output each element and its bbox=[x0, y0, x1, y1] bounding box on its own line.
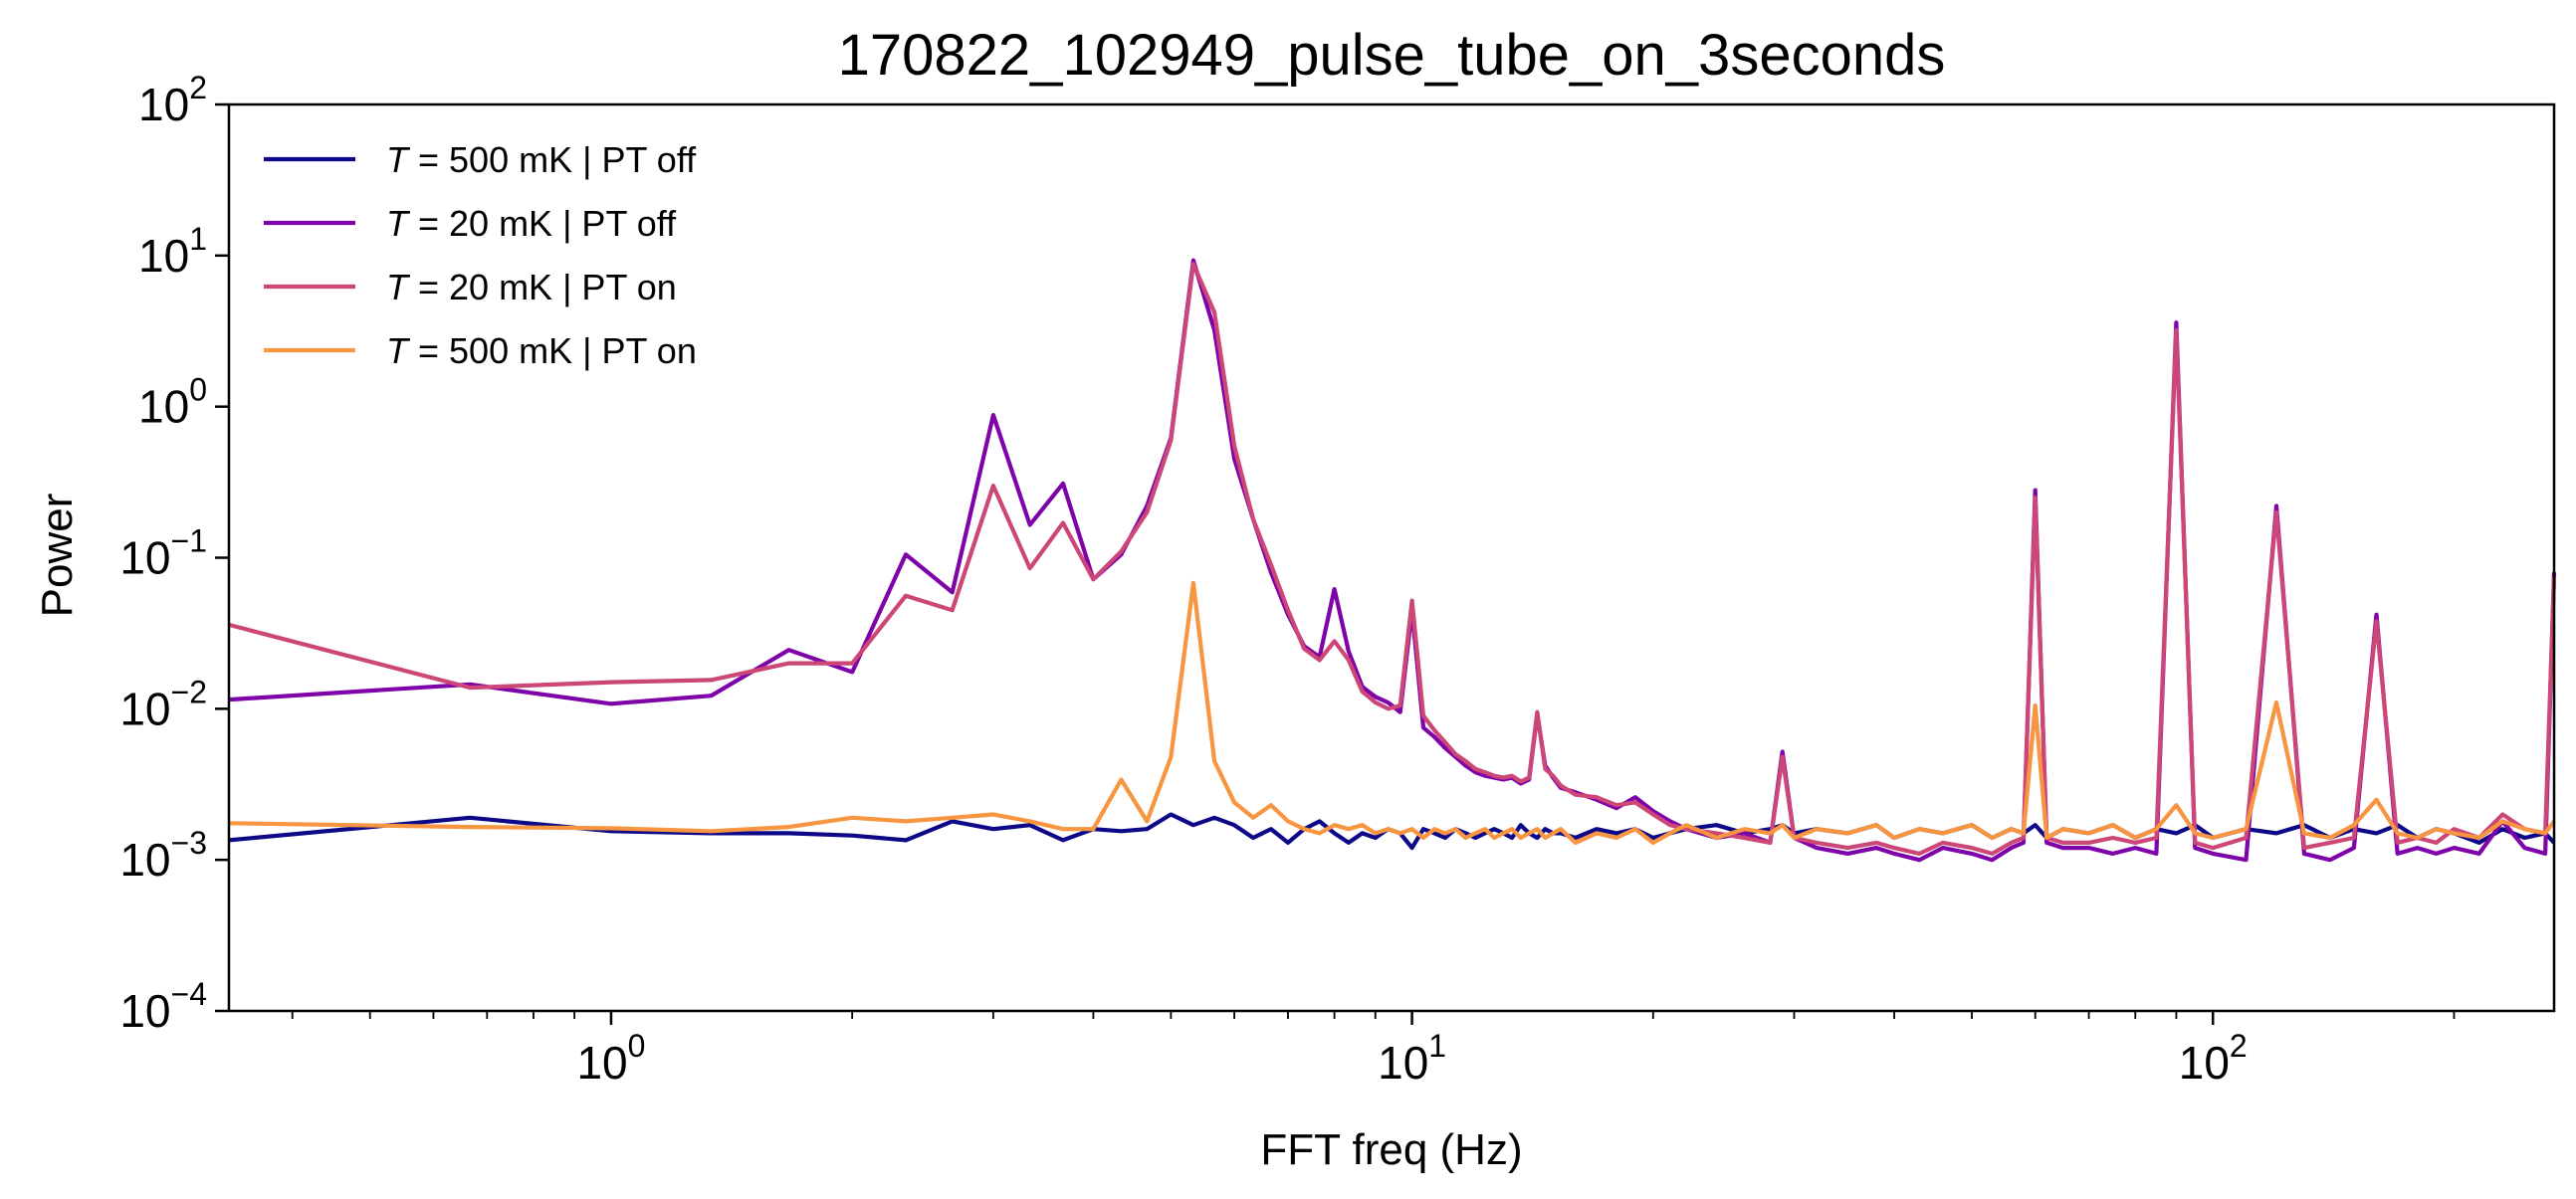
chart-title: 170822_102949_pulse_tube_on_3seconds bbox=[838, 23, 1946, 88]
series-line-4 bbox=[228, 580, 2556, 846]
y-tick-label-6: 102 bbox=[138, 70, 207, 130]
y-tick-label-0: 10−4 bbox=[119, 976, 207, 1037]
x-tick-label-0: 100 bbox=[576, 1028, 645, 1089]
x-tick-label-2: 102 bbox=[2179, 1028, 2248, 1089]
y-tick-label-4: 100 bbox=[138, 372, 207, 433]
ticks-layer: 100 101 102 10−4 10−3 10−2 10−1 100 101 102 bbox=[119, 70, 2456, 1089]
legend-label-1: T = 500 mK | PT off bbox=[386, 139, 697, 180]
x-tick-label-1: 101 bbox=[1378, 1028, 1446, 1089]
legend-label-2: T = 20 mK | PT off bbox=[386, 203, 677, 244]
series-line-3 bbox=[228, 262, 2557, 857]
x-axis-label: FFT freq (Hz) bbox=[1260, 1125, 1522, 1174]
legend-label-4: T = 500 mK | PT on bbox=[386, 330, 697, 371]
legend: T = 500 mK | PT off T = 20 mK | PT off T =… bbox=[264, 139, 697, 371]
y-tick-label-1: 10−3 bbox=[119, 825, 207, 886]
legend-label-3: T = 20 mK | PT on bbox=[386, 267, 677, 307]
series-line-1 bbox=[228, 812, 2556, 851]
y-tick-label-3: 10−1 bbox=[119, 523, 207, 584]
y-axis-label: Power bbox=[33, 494, 82, 618]
y-tick-label-5: 101 bbox=[138, 221, 207, 282]
y-tick-label-2: 10−2 bbox=[119, 674, 207, 734]
series-layer bbox=[228, 258, 2557, 863]
